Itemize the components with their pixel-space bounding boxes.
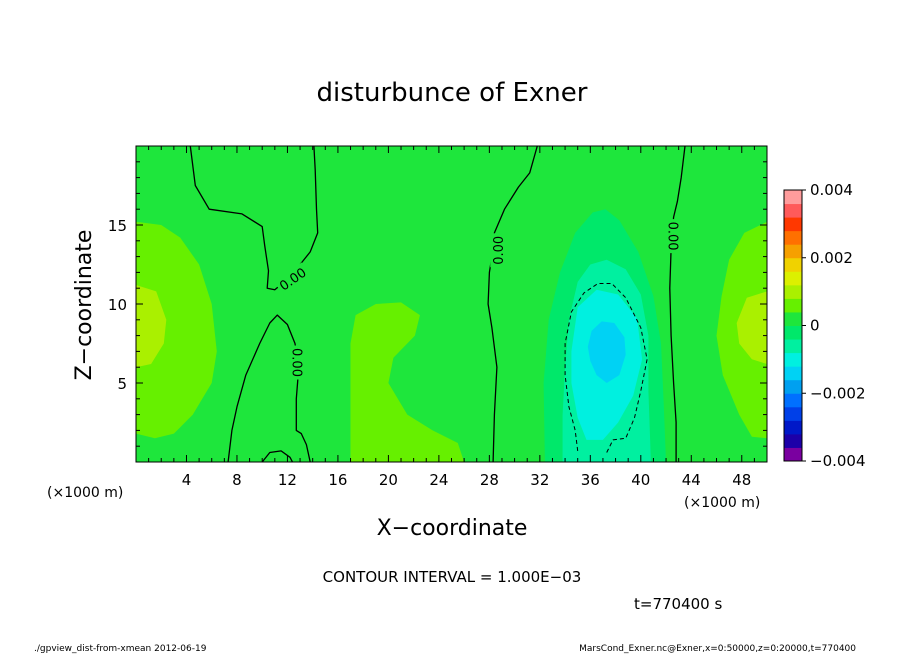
zero-contour-inner-bump: [261, 450, 294, 462]
region-neg-core: [587, 321, 626, 383]
x-tick-label: 32: [530, 471, 549, 489]
colorbar-swatch: [784, 325, 802, 340]
x-tick-label: 44: [682, 471, 701, 489]
minus-0.001-contour: [564, 283, 648, 453]
contour-label: 0.00: [665, 222, 680, 251]
x-tick-label: 20: [379, 471, 398, 489]
time-stamp: t=770400 s: [634, 595, 722, 613]
x-tick-label: 28: [480, 471, 499, 489]
x-tick-label: 8: [232, 471, 242, 489]
zero-contour-upper-left: [189, 146, 319, 291]
contour-label-bg: [289, 345, 306, 380]
colorbar-swatch: [784, 406, 802, 421]
colorbar-swatch: [784, 311, 802, 326]
x-axis-label: X−coordinate: [377, 516, 528, 541]
colorbar-label: 0: [810, 317, 820, 335]
x-tick-label: 16: [328, 471, 347, 489]
colorbar-label: 0.004: [810, 181, 853, 199]
contour-label-group: 0.00: [490, 233, 507, 268]
contour-label-group: 0.00: [665, 219, 682, 254]
zero-contour-lower-left: [227, 314, 311, 462]
colorbar: 0.004 0.002 0 −0.002 −0.004: [783, 181, 866, 470]
colorbar-swatch: [784, 366, 802, 381]
colorbar-swatch: [784, 217, 802, 232]
data-source: MarsCond_Exner.nc@Exner,x=0:50000,z=0:20…: [579, 644, 856, 654]
colorbar-swatch: [784, 190, 802, 205]
x-unit-left: (×1000 m): [47, 485, 123, 501]
contour-interval-text: CONTOUR INTERVAL = 1.000E−03: [323, 568, 582, 586]
contour-label-bg: [490, 233, 507, 268]
colorbar-swatch: [784, 230, 802, 245]
colorbar-swatch: [784, 284, 802, 299]
colorbar-swatch: [784, 352, 802, 367]
region-central-bump: [350, 302, 465, 462]
colorbar-swatch: [784, 257, 802, 272]
colorbar-label: 0.002: [810, 249, 853, 267]
colorbar-swatch: [784, 420, 802, 435]
chart-title: disturbunce of Exner: [317, 78, 588, 108]
contour-label: 0.00: [492, 236, 507, 265]
contour-fills: [136, 146, 767, 462]
region-left-positive-band: [136, 221, 217, 439]
colorbar-swatch: [784, 393, 802, 408]
y-tick-label: 10: [108, 296, 127, 314]
colorbar-label: −0.004: [810, 452, 866, 470]
colorbar-swatch: [784, 339, 802, 354]
colorbar-swatch: [784, 379, 802, 394]
contour-label: 0.00: [289, 348, 304, 377]
zero-contour-right: [669, 146, 686, 462]
contour-label-bg: [273, 262, 312, 296]
contour-label-group: 0.00: [289, 345, 306, 380]
colorbar-swatch: [784, 203, 802, 218]
y-tick-label: 5: [117, 375, 127, 393]
region-right-core: [736, 291, 767, 364]
x-tick-label: 4: [182, 471, 192, 489]
y-tick-label: 15: [108, 217, 127, 235]
colorbar-swatch: [784, 244, 802, 259]
contour-label-bg: [665, 219, 682, 254]
y-axis-label: Z−coordinate: [72, 230, 97, 381]
colorbar-swatch: [784, 298, 802, 313]
script-name: ./gpview_dist-from-xmean 2012-06-19: [34, 644, 207, 654]
colorbar-swatch: [784, 271, 802, 286]
x-tick-label: 36: [581, 471, 600, 489]
region-background: [136, 146, 767, 462]
region-left-core: [136, 285, 167, 368]
x-tick-label: 24: [429, 471, 448, 489]
x-tick-label: 40: [631, 471, 650, 489]
x-tick-label: 48: [732, 471, 751, 489]
x-unit-right: (×1000 m): [684, 495, 760, 511]
x-tick-label: 12: [278, 471, 297, 489]
colorbar-swatch: [784, 447, 802, 462]
colorbar-label: −0.002: [810, 384, 866, 402]
colorbar-swatch: [784, 433, 802, 448]
